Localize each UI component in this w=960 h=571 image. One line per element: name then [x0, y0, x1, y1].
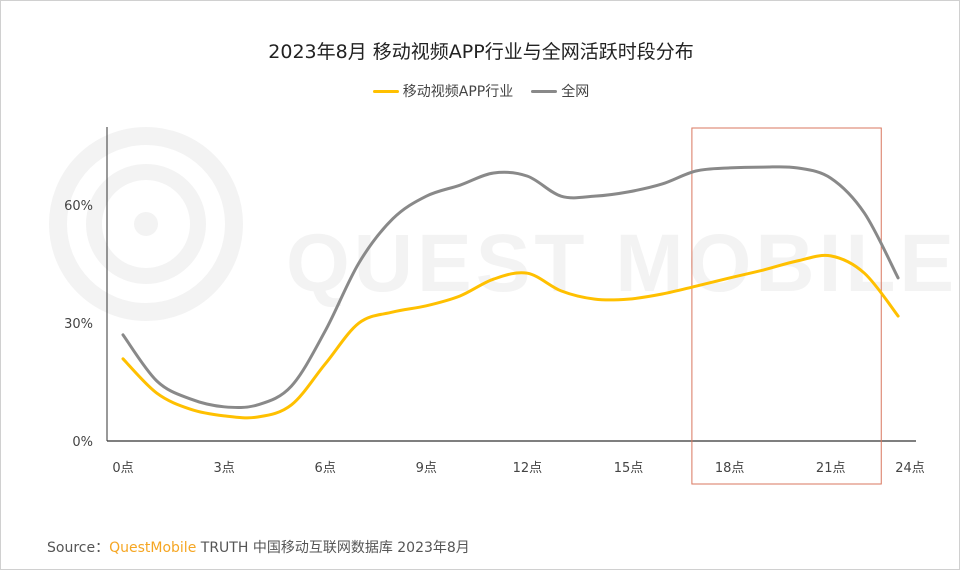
y-tick-label: 0%: [72, 435, 93, 450]
y-tick-label: 60%: [64, 199, 93, 214]
x-tick-label: 21点: [816, 461, 846, 476]
y-tick-label: 30%: [64, 317, 93, 332]
x-tick-label: 3点: [213, 461, 234, 476]
x-tick-label: 6点: [315, 461, 336, 476]
source-label: Source：: [47, 540, 109, 556]
source-text: TRUTH 中国移动互联网数据库 2023年8月: [201, 540, 470, 556]
x-tick-label: 15点: [614, 461, 644, 476]
watermark-logo-dot: [134, 212, 158, 236]
x-tick-label: 9点: [416, 461, 437, 476]
x-tick-label: 24点: [895, 461, 925, 476]
x-tick-label: 12点: [513, 461, 543, 476]
watermark-text: QUEST MOBILE: [286, 218, 958, 309]
source-brand: QuestMobile: [109, 540, 196, 556]
x-tick-label: 0点: [112, 461, 133, 476]
x-tick-label: 18点: [715, 461, 745, 476]
source-note: Source：QuestMobile TRUTH 中国移动互联网数据库 2023…: [47, 537, 470, 557]
